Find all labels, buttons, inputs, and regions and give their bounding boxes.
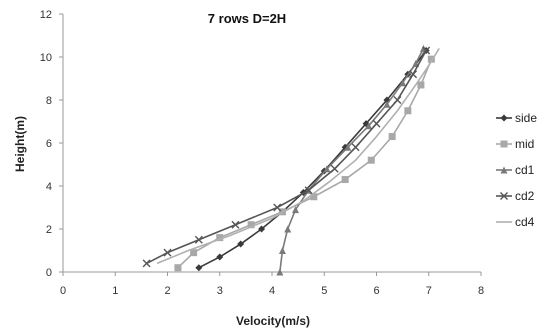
data-point-cd1 [399,79,407,87]
y-tick-label: 2 [46,224,52,236]
data-point-side [216,253,224,261]
data-point-mid [341,176,349,184]
data-point-cd1 [284,225,292,233]
data-point-mid [190,249,198,257]
legend-item-cd2: cd2 [496,189,535,203]
data-point-cd2 [304,186,313,195]
data-point-cd1 [292,206,300,214]
data-point-cd2 [409,70,418,79]
legend-item-mid: mid [496,137,534,151]
data-point-mid [247,221,255,229]
y-tick-label: 4 [46,181,52,193]
data-point-side [237,240,245,248]
legend: side mid cd1 cd2 cd4 [496,111,537,229]
y-axis-label: Height(m) [13,116,27,172]
series-cd4 [156,47,440,265]
data-point-mid [216,234,224,242]
chart-title: 7 rows D=2H [208,11,286,26]
legend-marker-mid [500,140,508,148]
series-cd1 [276,44,428,276]
legend-label-cd1: cd1 [515,163,535,177]
data-point-cd1 [278,247,286,254]
data-point-cd1 [365,122,373,130]
data-point-cd2 [351,143,360,152]
x-tick-label: 6 [373,285,379,297]
data-point-cd2 [273,203,282,212]
data-point-mid [404,107,412,115]
x-tick-label: 2 [164,285,170,297]
data-point-cd2 [231,220,240,229]
series-line-cd2 [146,50,427,265]
data-point-cd2 [372,119,381,128]
data-point-mid [388,133,396,141]
data-point-cd1 [383,100,391,108]
data-point-mid [427,55,435,63]
data-point-cd2 [142,259,151,268]
data-point-side [195,264,203,272]
data-point-cd2 [393,96,402,104]
series-line-mid [177,58,433,269]
data-point-cd1 [344,143,352,151]
data-point-cd2 [330,164,339,173]
y-tick-label: 12 [40,9,52,21]
data-point-mid [367,156,375,164]
x-tick-label: 8 [478,285,484,297]
data-point-cd2 [422,46,431,55]
legend-item-cd1: cd1 [496,163,535,177]
data-point-mid [310,193,318,201]
legend-marker-side [500,114,508,122]
series-line-cd1 [279,48,425,273]
data-point-mid [417,81,425,89]
series-cd2 [142,46,431,268]
data-point-cd1 [276,268,284,276]
series-side [195,47,430,272]
data-point-cd1 [323,165,331,173]
legend-item-side: side [496,111,537,125]
series-line-side [198,50,427,269]
series-line-cd4 [156,47,440,265]
x-axis-label: Velocity(m/s) [236,314,310,328]
y-tick-label: 6 [46,138,52,150]
x-tick-label: 7 [426,285,432,297]
data-point-cd2 [163,248,172,257]
data-point-side [258,225,266,233]
data-point-cd2 [194,235,203,244]
legend-marker-cd1 [500,166,508,174]
legend-label-mid: mid [515,137,534,151]
y-tick-label: 8 [46,95,52,107]
legend-marker-cd2 [500,192,508,200]
x-tick-label: 4 [269,285,275,297]
x-tick-label: 0 [60,285,66,297]
data-point-mid [174,264,182,272]
legend-label-side: side [515,111,537,125]
legend-item-cd4: cd4 [496,215,535,229]
y-tick-label: 10 [40,52,52,64]
x-tick-label: 5 [321,285,327,297]
x-tick-label: 1 [112,285,118,297]
legend-label-cd2: cd2 [515,189,535,203]
legend-label-cd4: cd4 [515,215,535,229]
x-tick-label: 3 [217,285,223,297]
series-layer [142,44,440,276]
y-tick-label: 0 [46,267,52,279]
